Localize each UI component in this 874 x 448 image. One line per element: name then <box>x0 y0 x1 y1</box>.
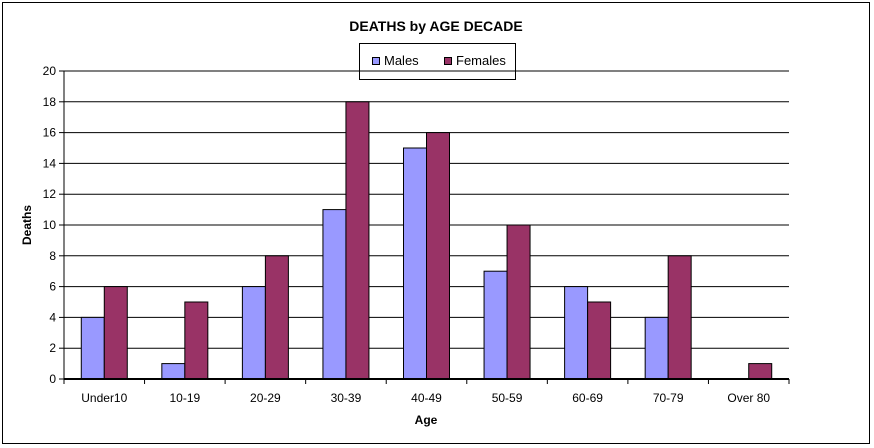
x-tick-label: 70-79 <box>653 391 684 405</box>
y-tick-label: 10 <box>43 218 57 232</box>
bar-females <box>184 301 209 380</box>
y-tick-label: 4 <box>49 310 56 324</box>
y-tick-label: 0 <box>49 372 56 386</box>
y-tick-label: 12 <box>43 187 57 201</box>
x-tick-label: 60-69 <box>572 391 603 405</box>
y-tick-label: 14 <box>43 156 57 170</box>
bar-females <box>748 363 773 380</box>
bar-males <box>322 209 347 380</box>
bar-females <box>426 132 450 380</box>
bar-females <box>587 301 612 380</box>
x-tick-label: 20-29 <box>250 391 281 405</box>
bar-females <box>103 286 128 380</box>
y-tick-label: 16 <box>43 126 57 140</box>
bar-males <box>161 363 186 380</box>
legend: Males Females <box>359 43 516 80</box>
bar-males <box>644 316 669 380</box>
bar-males <box>564 286 589 380</box>
chart-title: DEATHS by AGE DECADE <box>349 18 523 34</box>
x-tick-label: Over 80 <box>727 391 770 405</box>
x-axis-label: Age <box>415 413 438 427</box>
y-tick-label: 8 <box>49 249 56 263</box>
x-tick-label: Under10 <box>81 391 127 405</box>
legend-swatch-females <box>444 57 452 65</box>
y-tick-label: 6 <box>49 280 56 294</box>
x-tick-label: 10-19 <box>169 391 200 405</box>
bar-males <box>483 270 508 380</box>
legend-label-males: Males <box>384 53 419 68</box>
bar-males <box>403 147 427 380</box>
x-tick-label: 40-49 <box>411 391 442 405</box>
bar-females <box>264 255 289 380</box>
x-tick-label: 50-59 <box>492 391 523 405</box>
bar-males <box>241 286 266 380</box>
legend-label-females: Females <box>456 53 506 68</box>
x-tick-label: 30-39 <box>331 391 362 405</box>
bar-females <box>345 101 370 380</box>
y-axis-label: Deaths <box>20 205 34 245</box>
bar-females <box>506 224 531 380</box>
bar-males <box>80 316 105 380</box>
y-tick-label: 2 <box>49 341 56 355</box>
y-tick-label: 20 <box>43 64 57 78</box>
bar-females <box>667 255 692 380</box>
y-tick-label: 18 <box>43 95 57 109</box>
legend-swatch-males <box>372 57 380 65</box>
